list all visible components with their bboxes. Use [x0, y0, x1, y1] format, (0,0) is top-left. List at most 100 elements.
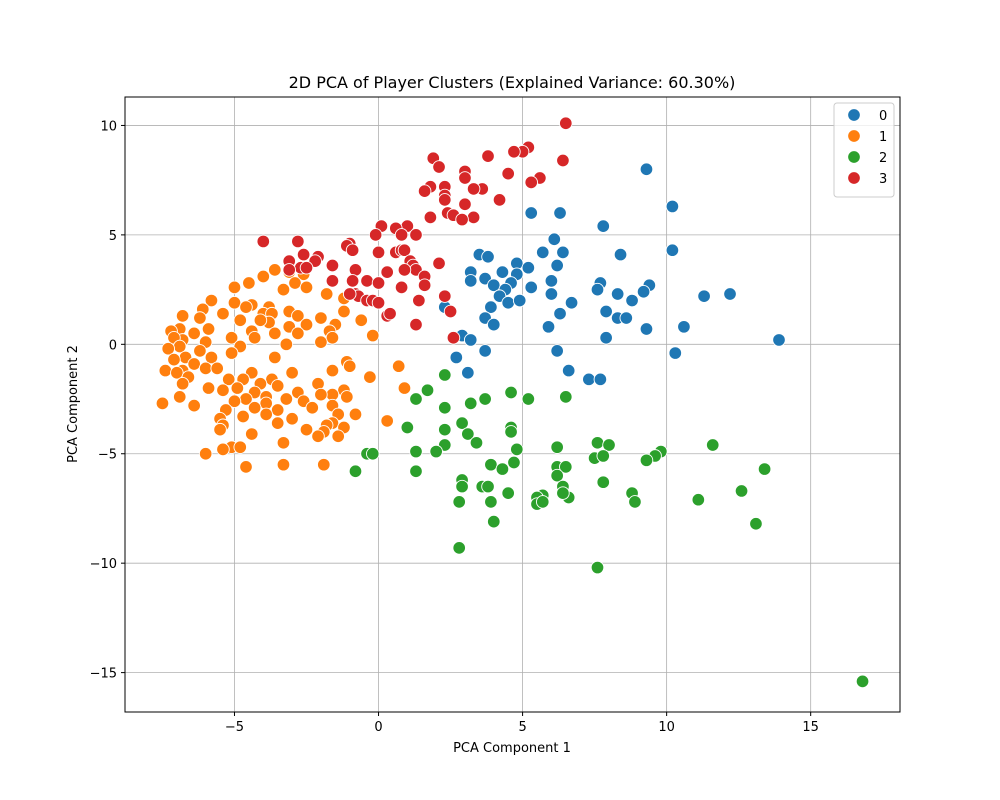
scatter-point-cluster-3	[524, 175, 538, 190]
scatter-point-cluster-0	[487, 278, 501, 292]
scatter-point-cluster-1	[239, 460, 253, 474]
scatter-point-cluster-3	[409, 317, 423, 332]
scatter-point-cluster-1	[276, 282, 291, 297]
scatter-point-cluster-0	[550, 344, 564, 358]
scatter-point-cluster-1	[319, 287, 334, 301]
scatter-point-cluster-2	[484, 495, 498, 509]
scatter-point-cluster-3	[296, 247, 311, 262]
scatter-point-cluster-2	[461, 427, 475, 441]
scatter-point-cluster-1	[291, 309, 305, 323]
scatter-point-cluster-3	[371, 245, 386, 260]
y-tick-label: −15	[90, 667, 117, 682]
scatter-point-cluster-3	[291, 234, 305, 249]
scatter-point-cluster-2	[409, 392, 423, 406]
scatter-point-cluster-2	[501, 486, 515, 500]
legend-marker-cluster-3	[847, 171, 861, 185]
scatter-point-cluster-2	[734, 484, 749, 498]
y-tick-label: −5	[98, 448, 117, 463]
scatter-point-cluster-1	[348, 407, 363, 422]
scatter-point-cluster-3	[556, 153, 570, 168]
scatter-point-cluster-1	[363, 370, 377, 384]
scatter-point-cluster-1	[299, 317, 314, 332]
scatter-point-cluster-2	[556, 486, 570, 500]
scatter-point-cluster-1	[259, 407, 273, 422]
scatter-point-cluster-1	[216, 306, 230, 321]
scatter-point-cluster-3	[559, 116, 573, 131]
scatter-point-cluster-1	[270, 416, 285, 430]
scatter-point-cluster-2	[504, 425, 518, 439]
scatter-point-cluster-3	[501, 166, 515, 181]
scatter-point-cluster-1	[227, 394, 242, 408]
scatter-point-cluster-0	[613, 247, 628, 262]
scatter-point-cluster-1	[253, 313, 268, 327]
scatter-point-cluster-1	[366, 328, 380, 343]
scatter-point-cluster-0	[697, 289, 711, 303]
scatter-point-cluster-0	[524, 280, 538, 295]
scatter-point-cluster-1	[224, 346, 239, 360]
scatter-point-cluster-2	[409, 464, 423, 479]
scatter-point-cluster-1	[247, 330, 262, 345]
scatter-point-cluster-2	[400, 420, 415, 435]
scatter-point-cluster-1	[227, 280, 242, 295]
scatter-point-cluster-1	[193, 344, 207, 358]
scatter-point-cluster-1	[213, 422, 227, 437]
chart-title: 2D PCA of Player Clusters (Explained Var…	[289, 73, 736, 92]
scatter-point-cluster-1	[201, 322, 216, 336]
scatter-point-cluster-3	[466, 210, 481, 225]
scatter-point-cluster-0	[463, 274, 478, 288]
scatter-point-cluster-1	[198, 446, 213, 461]
scatter-point-cluster-2	[590, 560, 605, 575]
scatter-point-cluster-0	[599, 304, 613, 319]
scatter-point-cluster-0	[582, 372, 596, 387]
legend-label-cluster-2: 2	[879, 151, 887, 166]
scatter-point-cluster-3	[507, 144, 521, 159]
scatter-point-cluster-1	[175, 309, 190, 323]
scatter-point-cluster-1	[161, 341, 175, 356]
scatter-point-cluster-3	[380, 265, 394, 279]
scatter-point-cluster-2	[550, 468, 564, 483]
scatter-point-cluster-2	[420, 383, 435, 398]
scatter-point-cluster-1	[340, 390, 354, 404]
x-tick-label: −5	[225, 720, 244, 735]
scatter-point-cluster-1	[210, 361, 224, 376]
scatter-point-cluster-3	[481, 149, 495, 163]
scatter-point-cluster-0	[487, 317, 501, 332]
scatter-point-cluster-1	[279, 337, 294, 352]
scatter-point-cluster-3	[446, 330, 461, 345]
scatter-point-cluster-1	[285, 366, 299, 380]
scatter-point-cluster-1	[270, 379, 285, 393]
scatter-point-cluster-1	[242, 276, 256, 290]
legend-marker-cluster-0	[847, 108, 861, 122]
scatter-point-cluster-0	[564, 295, 579, 310]
scatter-point-cluster-0	[625, 293, 639, 308]
scatter-point-cluster-1	[256, 269, 271, 284]
scatter-point-cluster-3	[368, 228, 383, 242]
scatter-point-cluster-1	[155, 396, 170, 411]
scatter-point-cluster-3	[342, 287, 357, 301]
scatter-point-cluster-3	[345, 243, 360, 257]
scatter-point-cluster-1	[239, 300, 253, 314]
scatter-point-cluster-2	[484, 457, 498, 472]
scatter-point-cluster-1	[299, 422, 314, 437]
scatter-point-cluster-2	[855, 674, 870, 689]
scatter-point-cluster-0	[619, 311, 634, 325]
legend-marker-cluster-1	[847, 129, 861, 143]
scatter-point-cluster-3	[438, 193, 452, 207]
scatter-point-cluster-1	[342, 359, 357, 373]
scatter-point-cluster-2	[639, 453, 654, 468]
scatter-point-cluster-2	[455, 479, 469, 494]
scatter-point-cluster-3	[458, 171, 472, 185]
scatter-point-cluster-2	[452, 541, 466, 555]
scatter-point-cluster-3	[325, 258, 340, 273]
scatter-point-cluster-0	[772, 333, 786, 347]
scatter-point-cluster-0	[495, 265, 510, 279]
scatter-point-cluster-2	[429, 444, 443, 459]
scatter-point-cluster-3	[397, 243, 412, 257]
scatter-point-cluster-3	[256, 234, 271, 249]
scatter-point-cluster-1	[391, 359, 406, 373]
scatter-point-cluster-2	[757, 462, 772, 476]
scatter-point-cluster-3	[325, 274, 340, 288]
scatter-point-cluster-1	[288, 276, 302, 290]
scatter-point-cluster-2	[438, 401, 452, 415]
